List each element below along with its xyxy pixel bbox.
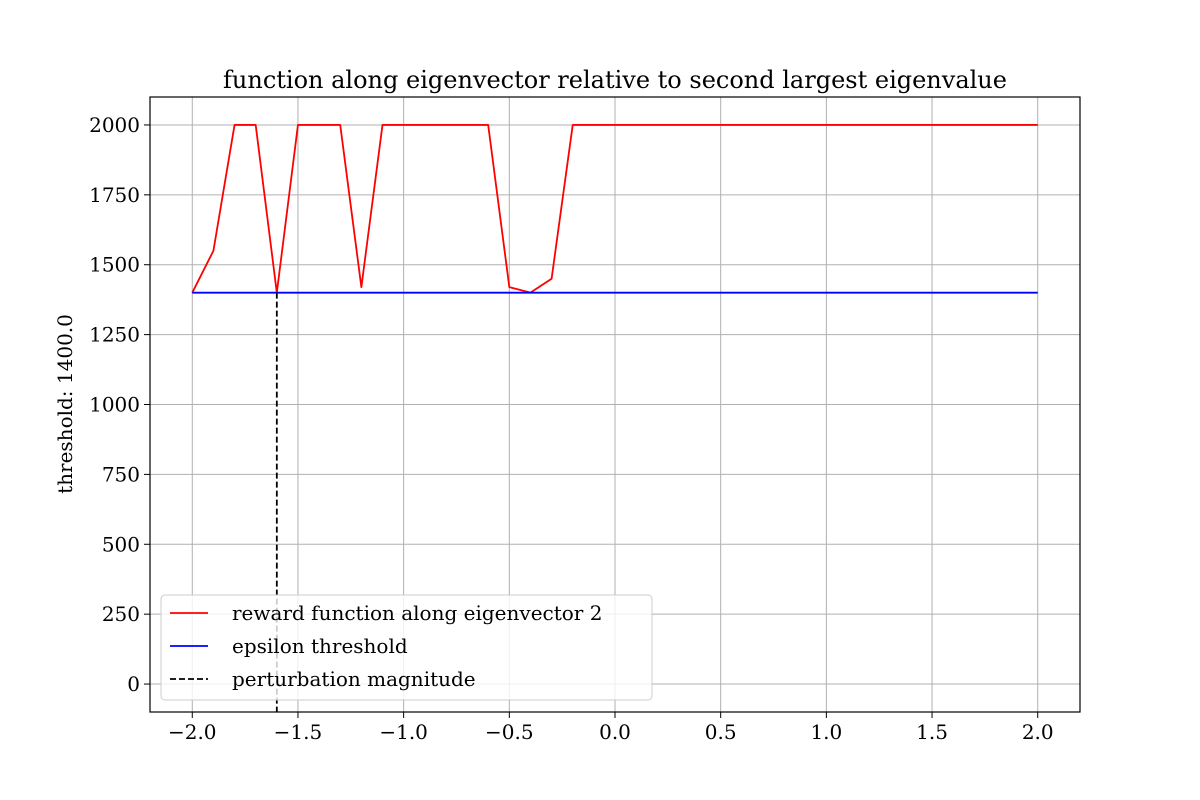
y-axis-label: threshold: 1400.0	[53, 314, 77, 494]
y-tick-label: 250	[102, 602, 140, 626]
x-tick-label: −2.0	[168, 720, 217, 744]
series-line-1	[191, 124, 1038, 294]
chart-title: function along eigenvector relative to s…	[223, 66, 1007, 94]
x-tick-label: −1.0	[379, 720, 428, 744]
plot-lines	[191, 124, 1038, 712]
ticks: −2.0 −1.5 −1.0 −0.5 0.0 0.5 1.0 1.5 2.0 0 250 500 75…	[89, 113, 1054, 744]
x-tick-label: 2.0	[1022, 720, 1054, 744]
x-tick-label: 1.5	[916, 720, 948, 744]
y-tick-label: 500	[102, 532, 140, 556]
y-tick-label: 1500	[89, 253, 140, 277]
y-tick-label: 2000	[89, 113, 140, 137]
legend-label-1: reward function along eigenvector 2	[232, 601, 602, 625]
x-tick-label: −0.5	[485, 720, 534, 744]
legend-box	[160, 594, 653, 701]
legend-label-3: perturbation magnitude	[232, 667, 476, 691]
y-tick-label: 0	[127, 672, 140, 696]
y-tick-label: 1750	[89, 183, 140, 207]
x-tick-label: 0.5	[705, 720, 737, 744]
x-tick-label: −1.5	[274, 720, 323, 744]
y-tick-label: 750	[102, 462, 140, 486]
x-tick-label: 1.0	[810, 720, 842, 744]
y-tick-label: 1000	[89, 393, 140, 417]
x-tick-label: 0.0	[599, 720, 631, 744]
legend: reward function along eigenvector 2 epsil…	[160, 594, 653, 701]
y-tick-label: 1250	[89, 323, 140, 347]
legend-label-2: epsilon threshold	[232, 634, 408, 658]
